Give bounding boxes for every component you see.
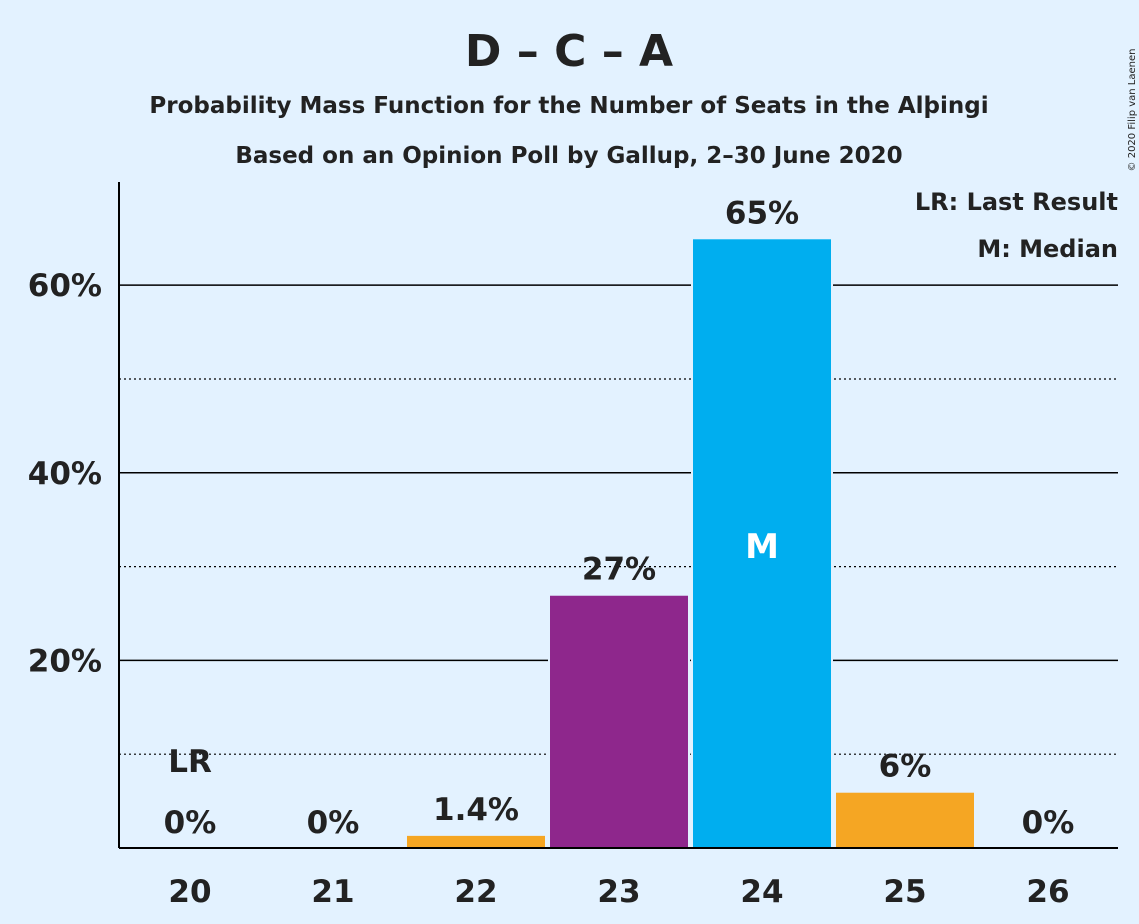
x-tick-label: 20 <box>168 874 211 910</box>
value-label-24: 65% <box>725 195 799 231</box>
bar-23 <box>548 593 690 850</box>
x-tick-label: 25 <box>883 874 926 910</box>
x-tick-label: 26 <box>1026 874 1069 910</box>
y-tick-label: 20% <box>28 643 102 679</box>
value-label-21: 0% <box>307 805 360 841</box>
copyright-text: © 2020 Filip van Laenen <box>1127 49 1138 172</box>
legend-last-result: LR: Last Result <box>915 188 1118 216</box>
x-tick-label: 24 <box>740 874 783 910</box>
chart-title: D – C – A <box>465 26 673 77</box>
value-label-20: 0% <box>164 805 217 841</box>
bar-25 <box>834 790 976 850</box>
y-tick-label: 40% <box>28 456 102 492</box>
last-result-marker: LR <box>168 744 212 780</box>
x-tick-label: 21 <box>311 874 354 910</box>
bar-22 <box>405 833 547 850</box>
bar-24 <box>691 237 833 850</box>
x-tick-label: 22 <box>454 874 497 910</box>
chart-subtitle: Probability Mass Function for the Number… <box>149 93 988 119</box>
y-tick-label: 60% <box>28 268 102 304</box>
legend-median: M: Median <box>977 235 1118 263</box>
value-label-22: 1.4% <box>433 792 519 828</box>
x-tick-label: 23 <box>597 874 640 910</box>
value-label-23: 27% <box>582 552 656 588</box>
median-marker: M <box>745 527 779 567</box>
chart-subtitle-2: Based on an Opinion Poll by Gallup, 2–30… <box>235 143 902 169</box>
bars-layer <box>405 237 976 850</box>
grid-layer <box>119 284 1118 755</box>
value-label-26: 0% <box>1022 805 1075 841</box>
labels-layer: 20% 40% 60% 0% 20 LR 0% 21 1.4% 22 27% 23 65% 24 M 6% 25… <box>28 195 1075 910</box>
value-label-25: 6% <box>879 749 932 785</box>
